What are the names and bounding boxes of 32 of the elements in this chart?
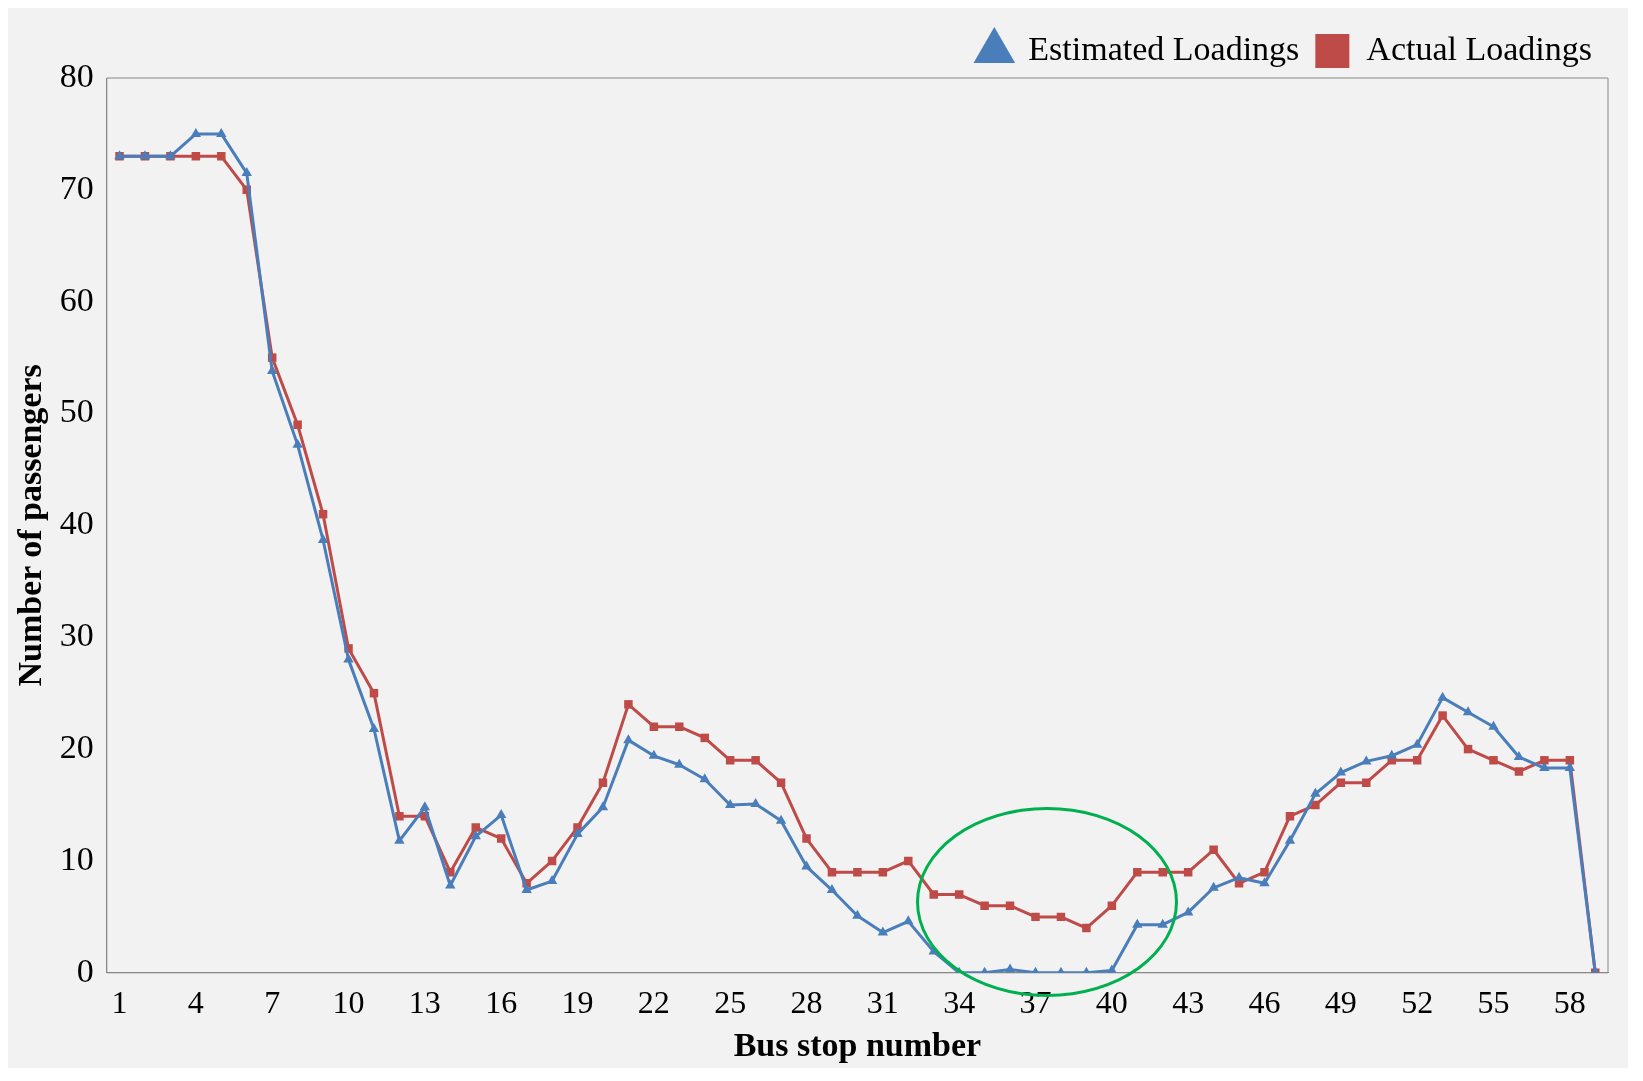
y-tick-label: 50 xyxy=(59,392,94,430)
x-tick-label: 7 xyxy=(264,984,281,1021)
y-axis-title: Number of passengers xyxy=(11,364,49,687)
x-tick-label: 13 xyxy=(408,984,441,1021)
x-tick-label: 52 xyxy=(1401,984,1434,1021)
y-tick-label: 30 xyxy=(59,616,94,654)
legend-label: Actual Loadings xyxy=(1366,29,1593,67)
x-tick-label: 55 xyxy=(1477,984,1510,1021)
x-tick-label: 25 xyxy=(714,984,747,1021)
y-tick-label: 70 xyxy=(59,168,94,206)
y-tick-label: 0 xyxy=(76,951,94,989)
x-tick-label: 49 xyxy=(1324,984,1357,1021)
x-tick-label: 4 xyxy=(187,984,204,1021)
x-tick-label: 31 xyxy=(866,984,899,1021)
y-tick-label: 20 xyxy=(59,728,94,766)
legend-label: Estimated Loadings xyxy=(1028,29,1300,67)
y-tick-label: 10 xyxy=(59,839,94,877)
x-tick-label: 43 xyxy=(1172,984,1205,1021)
x-tick-label: 40 xyxy=(1095,984,1128,1021)
x-tick-label: 19 xyxy=(561,984,594,1021)
x-tick-label: 58 xyxy=(1553,984,1586,1021)
x-tick-label: 1 xyxy=(111,984,128,1021)
x-axis-title: Bus stop number xyxy=(733,1026,982,1064)
x-tick-label: 10 xyxy=(332,984,365,1021)
x-tick-label: 22 xyxy=(637,984,670,1021)
y-tick-label: 60 xyxy=(59,280,94,318)
x-tick-label: 34 xyxy=(943,984,976,1021)
y-tick-label: 40 xyxy=(59,504,94,542)
x-tick-label: 16 xyxy=(485,984,518,1021)
x-tick-label: 46 xyxy=(1248,984,1281,1021)
y-tick-label: 80 xyxy=(59,56,94,94)
x-tick-label: 28 xyxy=(790,984,823,1021)
